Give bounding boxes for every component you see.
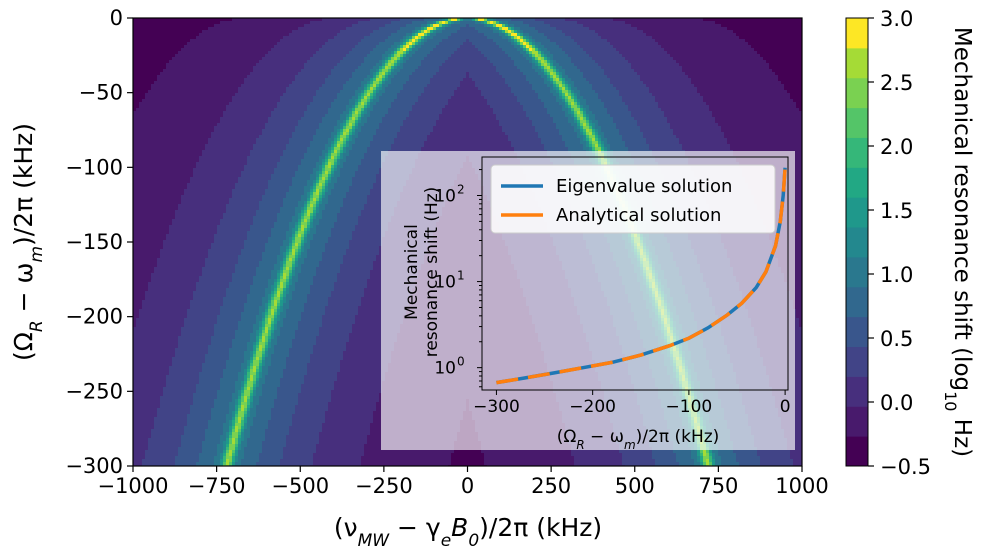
y-tick-label: −250 — [65, 379, 123, 403]
x-tick-label: −750 — [188, 474, 246, 498]
x-tick-label: −250 — [355, 474, 413, 498]
y-tick-label: 0 — [110, 6, 123, 30]
x-tick-label: 1000 — [775, 474, 828, 498]
x-tick-label: 0 — [461, 474, 474, 498]
x-tick-label: 250 — [531, 474, 571, 498]
y-tick-label: −100 — [65, 155, 123, 179]
x-tick-label: 750 — [698, 474, 738, 498]
y-tick-label: −150 — [65, 230, 123, 254]
y-tick-label: −50 — [79, 81, 123, 105]
y-tick-label: −300 — [65, 454, 123, 478]
label-part: (ν — [334, 513, 358, 542]
label-part: − γ — [389, 513, 441, 542]
main-y-ticks: 0 −50 −100 −150 −200 −250 −300 — [65, 6, 133, 478]
y-tick-label: −200 — [65, 305, 123, 329]
main-x-axis-label: (νMW − γeB0)/2π (kHz) — [334, 513, 602, 551]
label-part: MW — [358, 531, 391, 551]
x-tick-label: −500 — [271, 474, 329, 498]
x-tick-label: 500 — [615, 474, 655, 498]
